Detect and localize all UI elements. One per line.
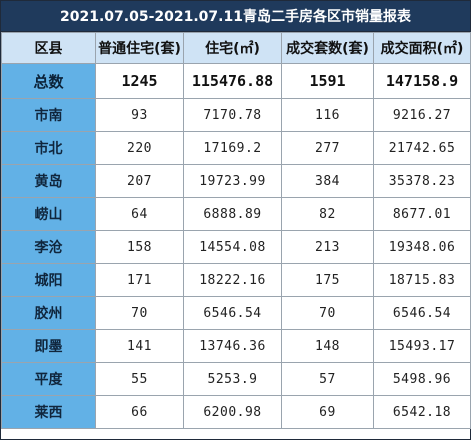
deal-area-cell: 8677.01 (373, 197, 471, 231)
table-row: 崂山 64 6888.89 82 8677.01 (1, 197, 471, 231)
table-row: 胶州 70 6546.54 70 6546.54 (1, 296, 471, 330)
residential-area-cell: 14554.08 (183, 230, 282, 264)
deal-area-cell: 19348.06 (373, 230, 471, 264)
total-deal-units: 1591 (281, 63, 374, 99)
total-label: 总数 (1, 63, 96, 99)
deal-units-cell: 69 (281, 395, 374, 429)
report-title: 2021.07.05-2021.07.11青岛二手房各区市销量报表 (1, 1, 470, 32)
district-label: 平度 (1, 362, 96, 396)
table-row: 市南 93 7170.78 116 9216.27 (1, 98, 471, 132)
ordinary-units-cell: 220 (95, 131, 184, 165)
table-row: 城阳 171 18222.16 175 18715.83 (1, 263, 471, 297)
ordinary-units-cell: 70 (95, 296, 184, 330)
deal-units-cell: 57 (281, 362, 374, 396)
table-row: 莱西 66 6200.98 69 6542.18 (1, 395, 471, 429)
residential-area-cell: 6888.89 (183, 197, 282, 231)
district-label: 即墨 (1, 329, 96, 363)
deal-units-cell: 213 (281, 230, 374, 264)
residential-area-cell: 18222.16 (183, 263, 282, 297)
table-row: 李沧 158 14554.08 213 19348.06 (1, 230, 471, 264)
table-row: 黄岛 207 19723.99 384 35378.23 (1, 164, 471, 198)
district-label: 李沧 (1, 230, 96, 264)
district-label: 莱西 (1, 395, 96, 429)
header-district: 区县 (1, 32, 96, 64)
ordinary-units-cell: 141 (95, 329, 184, 363)
deal-area-cell: 18715.83 (373, 263, 471, 297)
ordinary-units-cell: 93 (95, 98, 184, 132)
deal-area-cell: 35378.23 (373, 164, 471, 198)
ordinary-units-cell: 64 (95, 197, 184, 231)
deal-units-cell: 384 (281, 164, 374, 198)
header-deal-units: 成交套数(套) (281, 32, 374, 64)
residential-area-cell: 17169.2 (183, 131, 282, 165)
deal-area-cell: 6546.54 (373, 296, 471, 330)
ordinary-units-cell: 158 (95, 230, 184, 264)
ordinary-units-cell: 171 (95, 263, 184, 297)
table-row: 市北 220 17169.2 277 21742.65 (1, 131, 471, 165)
deal-area-cell: 9216.27 (373, 98, 471, 132)
total-deal-area: 147158.9 (373, 63, 471, 99)
header-ordinary-units: 普通住宅(套) (95, 32, 184, 64)
district-label: 黄岛 (1, 164, 96, 198)
residential-area-cell: 5253.9 (183, 362, 282, 396)
sales-table: 区县 普通住宅(套) 住宅(㎡) 成交套数(套) 成交面积(㎡) 总数 1245… (1, 32, 471, 429)
deal-units-cell: 148 (281, 329, 374, 363)
header-residential-area: 住宅(㎡) (183, 32, 282, 64)
ordinary-units-cell: 55 (95, 362, 184, 396)
header-deal-area: 成交面积(㎡) (373, 32, 471, 64)
deal-area-cell: 15493.17 (373, 329, 471, 363)
deal-units-cell: 82 (281, 197, 374, 231)
district-label: 市南 (1, 98, 96, 132)
table-row: 平度 55 5253.9 57 5498.96 (1, 362, 471, 396)
deal-units-cell: 116 (281, 98, 374, 132)
total-ordinary-units: 1245 (95, 63, 184, 99)
residential-area-cell: 6200.98 (183, 395, 282, 429)
total-residential-area: 115476.88 (183, 63, 282, 99)
residential-area-cell: 7170.78 (183, 98, 282, 132)
deal-area-cell: 21742.65 (373, 131, 471, 165)
district-label: 城阳 (1, 263, 96, 297)
table-row: 即墨 141 13746.36 148 15493.17 (1, 329, 471, 363)
header-row: 区县 普通住宅(套) 住宅(㎡) 成交套数(套) 成交面积(㎡) (1, 32, 471, 64)
ordinary-units-cell: 207 (95, 164, 184, 198)
residential-area-cell: 19723.99 (183, 164, 282, 198)
district-label: 市北 (1, 131, 96, 165)
district-label: 胶州 (1, 296, 96, 330)
deal-units-cell: 277 (281, 131, 374, 165)
ordinary-units-cell: 66 (95, 395, 184, 429)
total-row: 总数 1245 115476.88 1591 147158.9 (1, 63, 471, 99)
residential-area-cell: 6546.54 (183, 296, 282, 330)
deal-units-cell: 70 (281, 296, 374, 330)
deal-units-cell: 175 (281, 263, 374, 297)
district-label: 崂山 (1, 197, 96, 231)
deal-area-cell: 5498.96 (373, 362, 471, 396)
deal-area-cell: 6542.18 (373, 395, 471, 429)
residential-area-cell: 13746.36 (183, 329, 282, 363)
